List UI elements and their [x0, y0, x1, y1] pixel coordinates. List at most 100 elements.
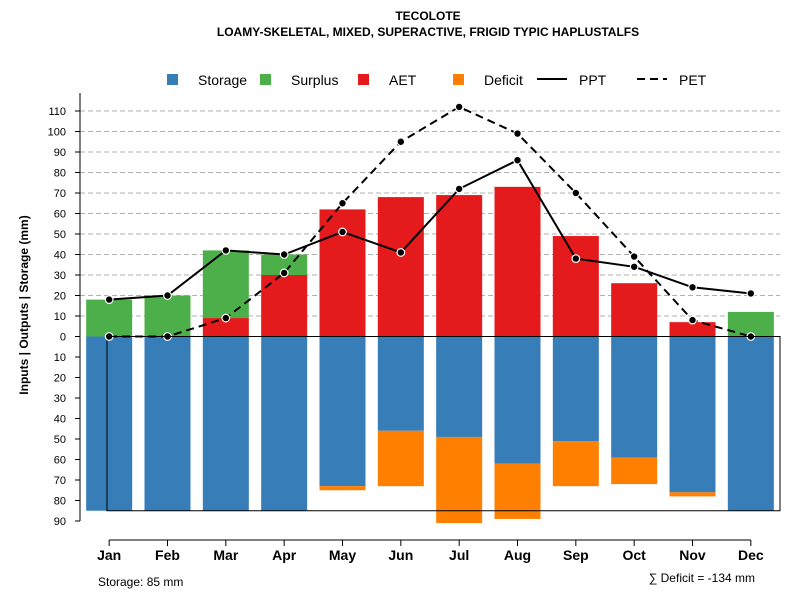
x-tick-label-dec: Dec: [738, 547, 764, 563]
pet-line: [109, 105, 752, 338]
deficit-bar-may: [319, 486, 366, 491]
aet-bar-nov: [669, 322, 716, 337]
y-tick-label-up-90: 90: [54, 147, 66, 159]
deficit-bar-jul: [436, 436, 483, 524]
deficit-bar-nov: [669, 492, 716, 497]
y-tick-label-down-40: 40: [54, 414, 66, 426]
ppt-point-aug: [513, 155, 522, 165]
y-tick-label-down-90: 90: [54, 516, 66, 528]
pet-point-oct: [629, 252, 639, 261]
y-tick-label-down-70: 70: [54, 475, 66, 487]
storage-footer-label: Storage: 85 mm: [98, 575, 183, 589]
deficit-bar-sep: [552, 441, 599, 487]
x-tick-label-apr: Apr: [272, 547, 297, 563]
pet-point-jul: [454, 102, 464, 112]
legend-label-aet: AET: [389, 72, 417, 88]
aet-bar-oct: [611, 283, 658, 337]
storage-bar-apr: [261, 336, 308, 511]
pet-point-nov: [688, 315, 697, 325]
y-tick-label-up-110: 110: [48, 106, 66, 118]
storage-bar-nov: [669, 336, 716, 493]
deficit-bar-jun: [377, 430, 424, 487]
y-tick-label-down-80: 80: [54, 496, 66, 508]
chart-subtitle: LOAMY-SKELETAL, MIXED, SUPERACTIVE, FRIG…: [217, 25, 639, 39]
legend: Storage Surplus AET Deficit PPT PET: [167, 72, 707, 88]
bars: [86, 186, 781, 524]
pet-point-sep: [571, 188, 581, 198]
legend-label-storage: Storage: [198, 72, 247, 88]
y-tick-label-down-30: 30: [54, 393, 66, 405]
aet-bar-aug: [494, 186, 541, 337]
storage-bar-oct: [611, 336, 658, 458]
aet-bar-jul: [436, 195, 483, 337]
y-tick-label-up-0: 0: [60, 332, 66, 344]
ppt-point-feb: [163, 291, 172, 300]
storage-bar-may: [319, 336, 366, 487]
storage-bar-jul: [436, 336, 483, 437]
x-tick-label-jul: Jul: [449, 547, 469, 563]
y-tick-label-up-100: 100: [48, 127, 66, 139]
storage-bar-sep: [552, 336, 599, 442]
deficit-footer-label: ∑ Deficit = -134 mm: [649, 571, 755, 585]
legend-swatch-surplus: [260, 74, 271, 85]
legend-label-surplus: Surplus: [291, 72, 338, 88]
y-tick-label-down-10: 10: [54, 352, 66, 364]
x-tick-label-sep: Sep: [563, 547, 589, 563]
y-tick-label-up-30: 30: [54, 270, 66, 282]
pet-point-aug: [513, 129, 522, 138]
storage-bar-feb: [144, 336, 191, 511]
y-tick-label-up-50: 50: [54, 229, 66, 241]
surplus-bar-jan: [86, 299, 133, 337]
deficit-bar-aug: [494, 463, 541, 519]
legend-label-pet: PET: [679, 72, 707, 88]
storage-bar-mar: [202, 336, 249, 511]
x-tick-label-nov: Nov: [679, 547, 706, 563]
y-tick-label-up-60: 60: [54, 209, 66, 221]
pet-point-may: [338, 198, 347, 208]
storage-bar-dec: [727, 336, 774, 511]
pet-point-jun: [396, 137, 406, 147]
y-tick-label-up-40: 40: [54, 250, 66, 262]
y-tick-label-down-60: 60: [54, 455, 66, 467]
ppt-point-may: [338, 227, 347, 237]
ppt-point-mar: [221, 245, 231, 255]
aet-bar-jun: [377, 197, 424, 337]
series-lines: [104, 102, 756, 341]
legend-label-deficit: Deficit: [484, 72, 523, 88]
y-tick-label-up-80: 80: [54, 168, 66, 180]
surplus-bar-feb: [144, 295, 191, 337]
x-tick-label-may: May: [329, 547, 356, 563]
y-tick-label-down-20: 20: [54, 373, 66, 385]
x-tick-label-mar: Mar: [213, 547, 238, 563]
ppt-point-jul: [454, 184, 464, 194]
storage-bar-jan: [86, 336, 133, 511]
storage-bar-jun: [377, 336, 424, 431]
deficit-bar-oct: [611, 457, 658, 485]
y-tick-label-up-70: 70: [54, 188, 66, 200]
pet-point-apr: [279, 268, 289, 278]
legend-swatch-aet: [358, 74, 369, 85]
x-tick-label-jun: Jun: [388, 547, 413, 563]
y-tick-label-up-20: 20: [54, 291, 66, 303]
legend-swatch-storage: [167, 74, 178, 85]
ppt-point-apr: [279, 250, 289, 259]
x-tick-label-jan: Jan: [97, 547, 121, 563]
legend-label-ppt: PPT: [579, 72, 607, 88]
gridlines: [80, 110, 780, 317]
surplus-bar-mar: [202, 250, 249, 319]
ppt-point-jan: [104, 295, 114, 305]
ppt-point-dec: [746, 289, 756, 298]
ppt-point-oct: [629, 262, 639, 272]
ppt-point-sep: [571, 254, 581, 264]
y-axis-label: Inputs | Outputs | Storage (mm): [17, 215, 31, 394]
y-tick-label-up-10: 10: [54, 311, 66, 323]
chart-title: TECOLOTE: [395, 9, 460, 23]
x-tick-label-feb: Feb: [155, 547, 180, 563]
pet-point-mar: [221, 313, 231, 323]
ppt-point-nov: [688, 282, 697, 292]
x-tick-label-aug: Aug: [504, 547, 531, 563]
ppt-line: [109, 158, 751, 301]
aet-bar-sep: [552, 236, 599, 337]
axes: 0 10 20 30 40 50 60 70 80 90 100 110 10 20 30 40 50 60 70 8…: [48, 93, 780, 563]
